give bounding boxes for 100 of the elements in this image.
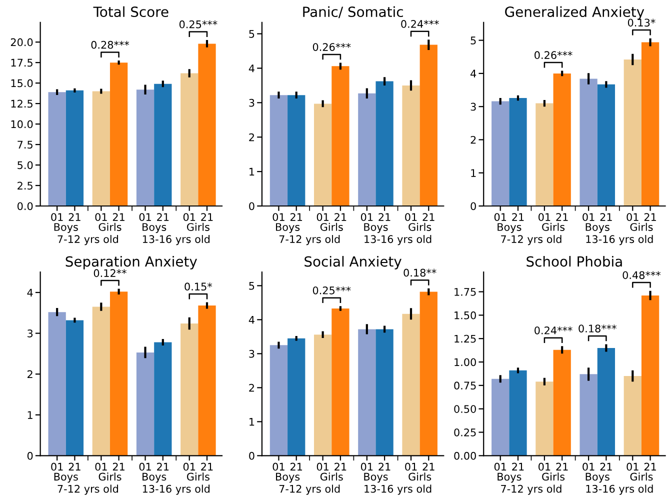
x-tick-label: 21	[556, 213, 568, 221]
chart-title: Total Score	[93, 6, 168, 18]
text: 7-12 yrs old	[279, 235, 340, 246]
text: 7-12 yrs old	[58, 235, 118, 246]
y-tick-label: 4	[248, 64, 254, 72]
x-tick-label: 01	[51, 213, 63, 221]
y-tick-label: 1	[471, 169, 476, 177]
y-tick-label: 4	[248, 316, 254, 324]
y-tick-label: 2	[470, 136, 476, 144]
x-tick-label: 01	[360, 213, 373, 221]
text: Boys	[586, 223, 610, 233]
y-tick-label: 0	[27, 452, 33, 460]
text: Boys	[586, 472, 610, 483]
y-tick-label: 2	[28, 370, 32, 378]
text: Girls	[320, 222, 343, 231]
chart-title: Social Anxiety	[304, 256, 402, 270]
text: Girls	[542, 222, 565, 231]
x-tick-label: 01	[626, 213, 638, 221]
text: Boys	[498, 472, 522, 483]
x-tick-label: 21	[157, 213, 169, 221]
y-tick-label: 10.0	[11, 120, 33, 128]
text: Boys	[364, 472, 388, 483]
x-tick-label: 21	[334, 462, 346, 471]
x-tick-label: 21	[201, 213, 213, 221]
text: 13-16 yrs old	[586, 484, 653, 495]
text: Girls	[630, 222, 653, 231]
text: Girls	[320, 472, 343, 481]
text: Girls	[408, 222, 432, 231]
annotation: 0.25***	[312, 286, 351, 294]
text: Boys	[54, 472, 78, 483]
x-tick-label: 01	[626, 462, 638, 471]
y-tick-label: 2.5	[18, 182, 32, 190]
y-tick-label: 3	[28, 330, 33, 338]
y-tick-label: 3	[249, 350, 254, 358]
text: Girls	[186, 222, 210, 231]
chart-title: School Phobia	[526, 256, 622, 267]
text: 13-16 yrs old	[142, 484, 210, 495]
y-tick-label: 0.75	[454, 382, 476, 390]
text: Girls	[630, 472, 653, 481]
y-tick-label: 0.00	[454, 452, 476, 460]
x-tick-label: 01	[183, 213, 196, 221]
x-tick-label: 01	[494, 462, 506, 471]
x-tick-label: 21	[512, 462, 524, 471]
x-tick-label: 01	[95, 213, 107, 221]
text: Boys	[142, 223, 166, 233]
text: 13-16 yrs old	[586, 235, 653, 246]
annotation: 0.15*	[184, 282, 212, 291]
x-tick-label: 21	[334, 213, 346, 221]
y-tick-label: 20.0	[10, 38, 33, 46]
text: Boys	[276, 472, 300, 483]
x-tick-label: 21	[290, 462, 302, 471]
annotation: 0.18**	[404, 268, 436, 277]
y-tick-label: 15.0	[11, 79, 33, 88]
x-tick-label: 01	[95, 462, 107, 471]
x-tick-label: 01	[405, 462, 417, 471]
y-tick-label: 0.25	[454, 428, 476, 436]
x-tick-label: 21	[112, 213, 124, 221]
y-tick-label: 1	[250, 168, 254, 176]
annotation: 0.13*	[628, 18, 656, 27]
y-tick-label: 5	[249, 282, 254, 290]
x-tick-label: 21	[556, 462, 568, 471]
annotation: 0.24***	[401, 20, 439, 28]
text: Girls	[408, 472, 432, 481]
y-tick-label: 2	[249, 133, 254, 142]
chart-title: Generalized Anxiety	[505, 6, 644, 20]
y-tick-label: 3	[249, 98, 254, 107]
x-tick-label: 01	[494, 213, 506, 221]
y-tick-label: 17.5	[11, 58, 32, 67]
text: 7-12 yrs old	[279, 484, 340, 495]
y-tick-label: 5.0	[18, 161, 33, 170]
y-tick-label: 7.5	[18, 140, 32, 149]
x-tick-label: 01	[139, 213, 151, 221]
y-tick-label: 5	[249, 30, 254, 38]
x-tick-label: 21	[422, 462, 434, 471]
y-tick-label: 1.25	[454, 334, 476, 343]
text: 7-12 yrs old	[501, 484, 562, 495]
text: Boys	[54, 223, 78, 233]
y-tick-label: 0	[249, 452, 254, 460]
x-tick-label: 01	[582, 462, 594, 471]
x-tick-label: 21	[68, 462, 80, 471]
y-tick-label: 0	[470, 202, 476, 210]
y-tick-label: 1.75	[454, 288, 476, 296]
y-tick-label: 0	[249, 202, 254, 210]
annotation: 0.25***	[179, 20, 218, 28]
annotation: 0.48***	[622, 271, 661, 280]
x-tick-label: 21	[378, 213, 390, 221]
text: Boys	[276, 223, 300, 233]
y-tick-label: 1	[28, 411, 32, 419]
y-tick-label: 2	[249, 384, 254, 392]
chart-title: Separation Anxiety	[66, 256, 198, 270]
annotation: 0.12**	[94, 269, 126, 278]
x-tick-label: 01	[139, 462, 151, 471]
y-tick-label: 0.0	[17, 202, 33, 210]
x-tick-label: 01	[538, 213, 550, 221]
x-tick-label: 21	[378, 462, 390, 471]
x-tick-label: 01	[272, 213, 284, 221]
x-tick-label: 21	[112, 462, 124, 471]
annotation: 0.18***	[578, 324, 616, 332]
annotation: 0.26***	[312, 43, 351, 51]
x-tick-label: 21	[512, 213, 524, 221]
